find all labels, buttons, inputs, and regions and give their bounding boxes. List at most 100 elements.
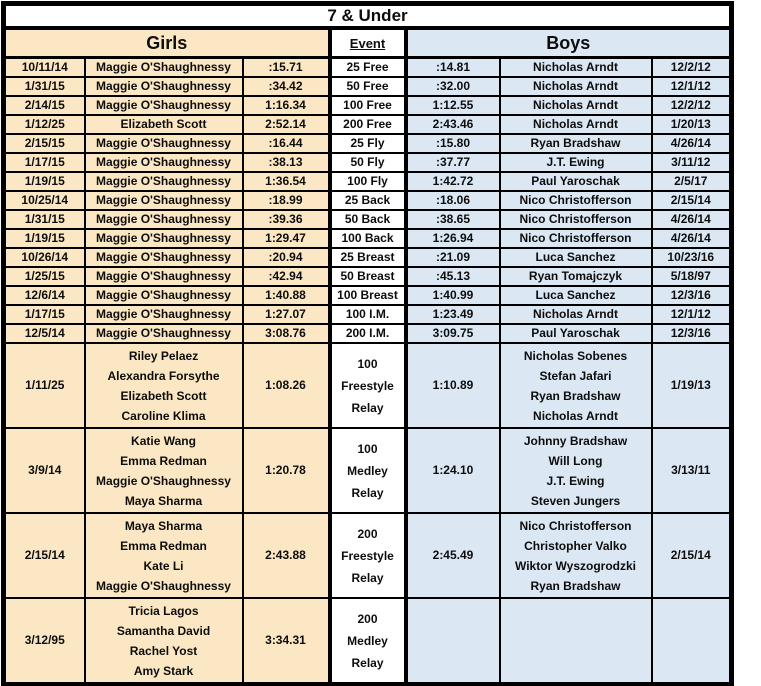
cell-text: :14.81: [435, 60, 471, 74]
cell-text: 100: [357, 356, 378, 371]
girls-name-cell: Maggie O'Shaughnessy: [83, 190, 244, 211]
event-cell: 25 Fly: [327, 133, 408, 154]
cell-text: 50 Back: [344, 212, 391, 226]
cell-text: J.T. Ewing: [546, 473, 605, 488]
cell-text: 1:36.54: [265, 174, 306, 188]
boys-time-cell: :45.13: [404, 266, 501, 287]
cell-text: Maggie O'Shaughnessy: [96, 307, 231, 321]
girls-name-cell: Maggie O'Shaughnessy: [83, 285, 244, 306]
cell-text: 1/17/15: [24, 155, 65, 169]
cell-text: Johnny Bradshaw: [523, 433, 628, 448]
cell-text: 25 Fly: [350, 136, 385, 150]
cell-text: 12/3/16: [670, 326, 711, 340]
girls-time-cell: :20.94: [241, 247, 331, 268]
cell-text: 10/25/14: [21, 193, 69, 207]
girls-name-cell: Maya Sharma Emma Redman Kate Li Maggie O'Sh…: [83, 512, 244, 599]
event-cell: 200 Freestyle Relay: [327, 512, 408, 599]
cell-text: :21.09: [435, 250, 471, 264]
girls-name-cell: Maggie O'Shaughnessy: [83, 152, 244, 173]
cell-text: Freestyle: [341, 378, 394, 393]
boys-name-cell: Ryan Bradshaw: [498, 133, 653, 154]
girls-time-cell: :16.44: [241, 133, 331, 154]
cell-text: Relay: [351, 400, 384, 415]
record-row: 1/17/15 Maggie O'Shaughnessy 1:27.07 100 I.…: [2, 304, 733, 325]
cell-text: 3/13/11: [671, 463, 711, 477]
cell-text: 10/23/16: [667, 250, 715, 264]
girls-name-cell: Maggie O'Shaughnessy: [83, 171, 244, 192]
girls-date-cell: 1/11/25: [2, 342, 86, 429]
cell-text: 12/5/14: [24, 326, 65, 340]
cell-text: 200: [357, 611, 378, 626]
girls-name-cell: Maggie O'Shaughnessy: [83, 247, 244, 268]
cell-text: Nico Christofferson: [519, 231, 632, 245]
cell-text: :18.99: [268, 193, 303, 207]
boys-date-cell: 12/1/12: [650, 76, 733, 97]
cell-text: 1:24.10: [432, 463, 474, 477]
boys-date-cell: 12/2/12: [650, 56, 733, 78]
event-cell: 100 I.M.: [327, 304, 408, 325]
boys-time-cell: :21.09: [404, 247, 501, 268]
cell-text: 200 I.M.: [345, 326, 390, 340]
boys-name-cell: Nico Christofferson Christopher Valko Wikt…: [498, 512, 653, 599]
boys-date-cell: 1/20/13: [650, 114, 733, 135]
cell-text: 12/2/12: [670, 98, 711, 112]
girls-date-cell: 1/17/15: [2, 304, 86, 325]
event-cell: 100 Medley Relay: [327, 427, 408, 514]
record-row: 3/12/95 Tricia Lagos Samantha David Rachel …: [2, 597, 733, 686]
cell-text: 2/15/14: [24, 548, 65, 562]
cell-text: Nicholas Arndt: [533, 79, 618, 93]
boys-name-cell: [498, 597, 653, 686]
boys-time-cell: 1:40.99: [404, 285, 501, 306]
boys-time-cell: 2:45.49: [404, 512, 501, 599]
cell-text: 100 Back: [341, 231, 394, 245]
boys-section-header: Boys: [404, 27, 733, 59]
cell-text: Maggie O'Shaughnessy: [96, 269, 231, 283]
cell-text: Samantha David: [116, 623, 211, 638]
page-title: 7 & Under: [2, 2, 733, 30]
header-row: Girls Event Boys: [2, 27, 733, 59]
cell-text: Nicholas Arndt: [533, 307, 618, 321]
boys-time-cell: 1:42.72: [404, 171, 501, 192]
record-row: 1/31/15 Maggie O'Shaughnessy:39.36 50 Back…: [2, 209, 733, 230]
girls-time-cell: 1:20.78: [241, 427, 331, 514]
cell-text: Nicholas Arndt: [533, 60, 618, 74]
cell-text: 25 Breast: [340, 250, 395, 264]
cell-text: Steven Jungers: [530, 493, 621, 508]
cell-text: 2:43.46: [432, 117, 474, 131]
boys-name-cell: Nicholas Arndt: [498, 304, 653, 325]
record-row: 2/15/14 Maya Sharma Emma Redman Kate Li Magg…: [2, 512, 733, 599]
girls-time-cell: 1:36.54: [241, 171, 331, 192]
record-row: 1/19/15 Maggie O'Shaughnessy 1:29.47 100 Ba…: [2, 228, 733, 249]
records-table: 7 & Under Girls Event Boys 10/11/14 Maggi…: [1, 1, 734, 686]
cell-text: 1:29.47: [265, 231, 306, 245]
boys-date-cell: 4/26/14: [650, 133, 733, 154]
event-cell: 25 Breast: [327, 247, 408, 268]
record-row: 12/6/14 Maggie O'Shaughnessy 1:40.88 100 Br…: [2, 285, 733, 306]
cell-text: 1:23.49: [432, 307, 474, 321]
boys-date-cell: 10/23/16: [650, 247, 733, 268]
boys-date-cell: 2/15/14: [650, 512, 733, 599]
cell-text: 2:45.49: [432, 548, 474, 562]
cell-text: Will Long: [548, 453, 603, 468]
boys-name-cell: Paul Yaroschak: [498, 323, 653, 344]
boys-time-cell: :18.06: [404, 190, 501, 211]
cell-text: Kate Li: [143, 558, 184, 573]
cell-text: Luca Sanchez: [535, 250, 616, 264]
cell-text: 1:40.99: [432, 288, 474, 302]
cell-text: 200 Free: [343, 117, 392, 131]
boys-date-cell: 3/11/12: [650, 152, 733, 173]
cell-text: 12/6/14: [24, 288, 65, 302]
cell-text: Alexandra Forsythe: [107, 368, 220, 383]
record-row: 1/25/15 Maggie O'Shaughnessy:42.94 50 Brea…: [2, 266, 733, 287]
girls-time-cell: 3:34.31: [241, 597, 331, 686]
cell-text: Nico Christofferson: [519, 193, 632, 207]
girls-date-cell: 2/15/15: [2, 133, 86, 154]
boys-time-cell: 2:43.46: [404, 114, 501, 135]
cell-text: :16.44: [268, 136, 303, 150]
girls-date-cell: 1/25/15: [2, 266, 86, 287]
cell-text: 3/11/12: [671, 155, 711, 169]
record-row: 3/9/14 Katie Wang Emma Redman Maggie O'Shau…: [2, 427, 733, 514]
cell-text: 2/15/14: [670, 193, 711, 207]
cell-text: Relay: [351, 485, 384, 500]
cell-text: Nicholas Arndt: [533, 117, 618, 131]
